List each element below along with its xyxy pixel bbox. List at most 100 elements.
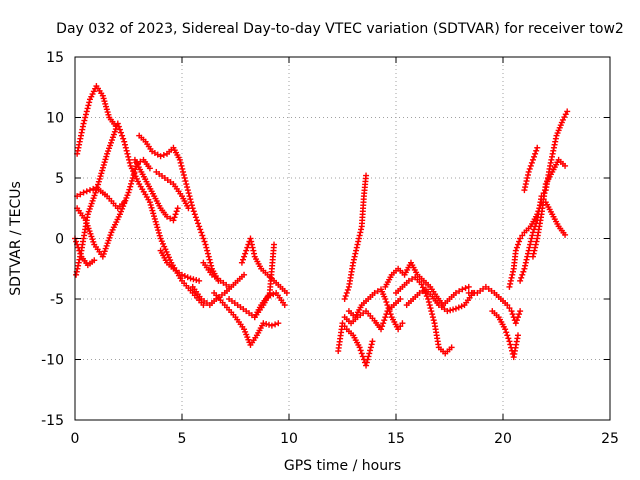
data-point: [250, 247, 257, 254]
data-point: [516, 311, 523, 318]
data-point: [382, 296, 389, 302]
data-point: [532, 241, 539, 248]
data-point: [205, 253, 212, 260]
data-point: [519, 271, 526, 278]
data-point: [380, 320, 387, 327]
data-point: [184, 274, 191, 281]
data-point: [356, 344, 363, 351]
data-point: [192, 214, 199, 221]
data-point: [418, 281, 425, 288]
data-point: [172, 211, 179, 218]
data-point: [529, 232, 536, 239]
data-point: [513, 317, 520, 324]
data-point: [197, 226, 204, 233]
data-point: [564, 108, 571, 115]
data-point: [190, 276, 197, 283]
data-point: [419, 288, 426, 295]
data-point: [405, 277, 412, 284]
data-point: [97, 173, 104, 180]
data-point: [181, 273, 188, 280]
data-point: [154, 224, 161, 231]
data-point: [342, 292, 349, 299]
data-point: [191, 211, 198, 218]
data-point: [353, 244, 360, 251]
data-point: [266, 321, 273, 328]
data-point: [198, 229, 205, 236]
data-point: [77, 250, 84, 257]
data-point: [102, 100, 109, 107]
data-point: [107, 142, 114, 149]
data-point: [173, 208, 180, 215]
data-point: [516, 238, 523, 245]
data-point: [180, 171, 187, 178]
data-point: [241, 253, 248, 260]
data-point: [507, 341, 514, 348]
data-point: [185, 205, 192, 212]
data-point: [251, 250, 258, 257]
data-point: [395, 326, 402, 333]
data-point: [127, 183, 134, 190]
data-point: [357, 347, 364, 354]
data-point: [90, 185, 97, 192]
data-point: [100, 95, 107, 102]
data-point: [354, 241, 361, 248]
data-point: [98, 170, 105, 177]
data-point: [80, 189, 87, 196]
data-point: [385, 305, 392, 312]
data-point: [514, 314, 521, 321]
data-point: [111, 128, 118, 135]
data-point: [75, 244, 82, 251]
data-point: [179, 165, 186, 172]
data-point: [383, 299, 390, 306]
data-point: [523, 178, 530, 185]
data-point: [83, 188, 90, 195]
y-tick-label: 5: [55, 171, 64, 187]
data-point: [207, 259, 214, 266]
data-point: [430, 317, 437, 324]
data-point: [397, 323, 404, 330]
data-point: [201, 238, 208, 245]
data-point: [126, 159, 133, 166]
data-point: [226, 283, 233, 290]
data-point: [378, 326, 385, 333]
data-point: [118, 129, 125, 136]
data-point: [447, 307, 454, 314]
data-point: [524, 171, 531, 178]
data-point: [526, 244, 533, 251]
data-point: [508, 308, 515, 315]
data-point: [96, 175, 103, 182]
data-point: [124, 192, 131, 199]
data-point: [182, 178, 189, 185]
data-point: [382, 314, 389, 321]
axis-ticks: 0 5 10 15 20 25 -15 -10 -5 0 5 10 15: [41, 50, 619, 447]
data-point: [239, 256, 246, 263]
data-point: [429, 311, 436, 318]
data-point: [185, 190, 192, 197]
data-point: [107, 139, 114, 146]
data-point: [242, 250, 249, 257]
data-point: [200, 235, 207, 242]
data-point: [409, 276, 416, 283]
data-point: [101, 98, 108, 105]
data-point: [164, 213, 171, 220]
data-point: [524, 253, 531, 260]
data-point: [506, 338, 513, 345]
y-tick-label: -10: [41, 353, 64, 369]
data-point: [85, 102, 92, 109]
data-point: [149, 207, 156, 214]
data-point: [122, 144, 129, 151]
data-point: [153, 221, 160, 228]
data-point: [187, 275, 194, 282]
data-point: [529, 253, 536, 260]
data-point: [512, 320, 519, 327]
data-point: [180, 168, 187, 175]
data-point: [106, 145, 113, 152]
data-point: [350, 256, 357, 263]
data-point: [100, 161, 107, 168]
data-point: [341, 296, 348, 302]
data-point: [507, 277, 514, 284]
data-point: [525, 168, 532, 175]
data-point: [428, 308, 435, 315]
data-point: [86, 187, 93, 194]
data-point: [452, 305, 459, 312]
